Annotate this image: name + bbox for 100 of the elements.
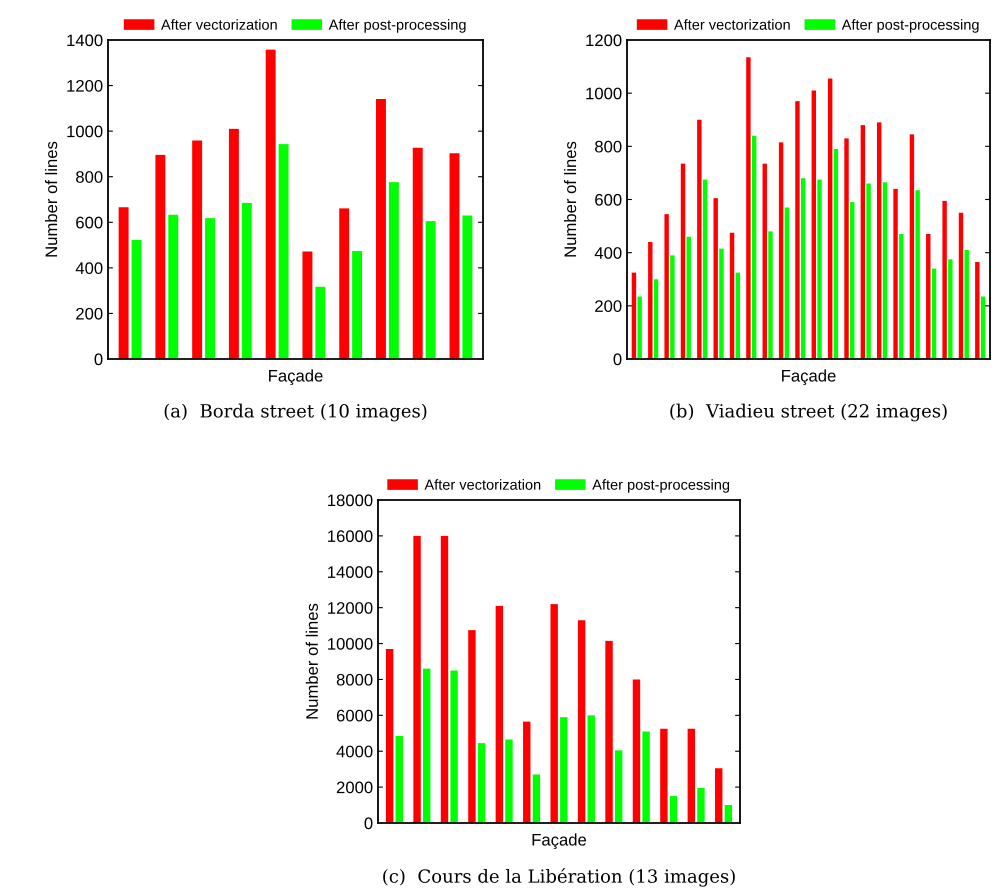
- bar: [440, 536, 448, 823]
- bar: [964, 250, 969, 359]
- y-axis-title: Number of lines: [306, 604, 318, 718]
- y-tick-label: 0: [614, 353, 622, 366]
- legend-label: After vectorization: [160, 19, 277, 30]
- bar: [168, 214, 178, 359]
- bar: [266, 50, 276, 359]
- y-tick-label: 16000: [328, 530, 372, 542]
- legend-label: After vectorization: [674, 19, 790, 30]
- bar: [800, 178, 806, 359]
- bar: [302, 251, 312, 359]
- bar: [468, 630, 476, 823]
- bar: [523, 722, 530, 823]
- y-tick-label: 200: [595, 300, 622, 312]
- bar: [412, 148, 423, 359]
- y-tick-label: 200: [76, 308, 102, 320]
- bar: [882, 182, 888, 359]
- bar: [278, 144, 289, 359]
- bar: [828, 78, 832, 359]
- bar: [118, 207, 129, 359]
- y-tick-label: 1000: [586, 88, 622, 100]
- text: (a) Borda street (10 images): [164, 404, 426, 422]
- bar: [496, 606, 504, 823]
- bar: [339, 208, 350, 359]
- y-axis-title: Number of lines: [44, 142, 58, 256]
- bar: [242, 202, 252, 359]
- y-tick-label: 800: [595, 140, 622, 153]
- bar: [850, 202, 854, 359]
- legend-label: After vectorization: [424, 479, 540, 490]
- bar: [812, 90, 816, 359]
- y-tick-label: 1200: [586, 34, 622, 46]
- y-tick-label: 800: [76, 171, 102, 183]
- bar: [478, 743, 486, 823]
- bar: [926, 234, 930, 359]
- bar: [715, 768, 722, 823]
- bar: [228, 128, 239, 359]
- bar: [768, 231, 773, 359]
- bar: [784, 207, 790, 359]
- y-tick-label: 6000: [336, 710, 372, 722]
- bar: [588, 715, 595, 823]
- bar: [637, 296, 642, 359]
- bar: [315, 286, 326, 359]
- bar: [605, 640, 613, 823]
- bar: [746, 57, 751, 359]
- bar: [713, 198, 718, 359]
- bar: [915, 190, 920, 359]
- bar: [702, 180, 708, 359]
- bar: [817, 180, 822, 359]
- y-tick-label: 400: [594, 247, 622, 259]
- bar: [932, 268, 936, 359]
- bar: [697, 788, 705, 823]
- bar: [670, 255, 675, 359]
- bar: [688, 728, 696, 823]
- bar: [352, 250, 362, 359]
- bar: [899, 234, 904, 359]
- bar: [834, 148, 838, 359]
- bar: [505, 740, 513, 823]
- bar: [462, 215, 472, 359]
- bar: [860, 125, 866, 359]
- y-tick-label: 2000: [336, 782, 372, 794]
- bar: [778, 142, 784, 359]
- y-tick-label: 1000: [67, 126, 102, 138]
- bar: [205, 218, 216, 359]
- x-axis-title: Façade: [269, 369, 323, 386]
- bar: [736, 272, 740, 359]
- bar: [192, 140, 202, 359]
- bar: [578, 620, 586, 823]
- bar: [450, 670, 458, 823]
- legend-label: After post-processing: [328, 19, 466, 33]
- legend-label: After post-processing: [842, 19, 979, 33]
- bar: [719, 248, 724, 359]
- text: (c) Cours de la Libération (13 images): [383, 868, 735, 887]
- bar: [550, 604, 558, 823]
- bar: [697, 120, 702, 359]
- bar: [132, 240, 142, 359]
- bar: [866, 184, 871, 359]
- bar: [893, 188, 898, 359]
- bar: [632, 679, 640, 823]
- bar: [632, 272, 636, 359]
- bar: [752, 136, 756, 359]
- y-tick-label: 18000: [328, 494, 372, 506]
- bar: [975, 262, 980, 359]
- bar: [670, 796, 678, 823]
- bar: [948, 259, 953, 359]
- bar: [426, 221, 436, 359]
- bar: [396, 736, 403, 823]
- y-axis-title: Number of lines: [564, 142, 576, 256]
- bar: [450, 153, 460, 359]
- y-tick-label: 0: [364, 817, 372, 830]
- bar: [376, 99, 386, 359]
- bar: [724, 805, 732, 823]
- bar: [958, 212, 964, 359]
- bar: [614, 750, 622, 823]
- y-tick-label: 0: [94, 353, 102, 366]
- y-tick-label: 8000: [336, 674, 372, 686]
- bar: [660, 728, 668, 823]
- y-tick-label: 12000: [328, 602, 372, 614]
- y-tick-label: 10000: [328, 638, 372, 650]
- y-tick-label: 600: [76, 216, 102, 228]
- y-tick-label: 1200: [67, 80, 102, 92]
